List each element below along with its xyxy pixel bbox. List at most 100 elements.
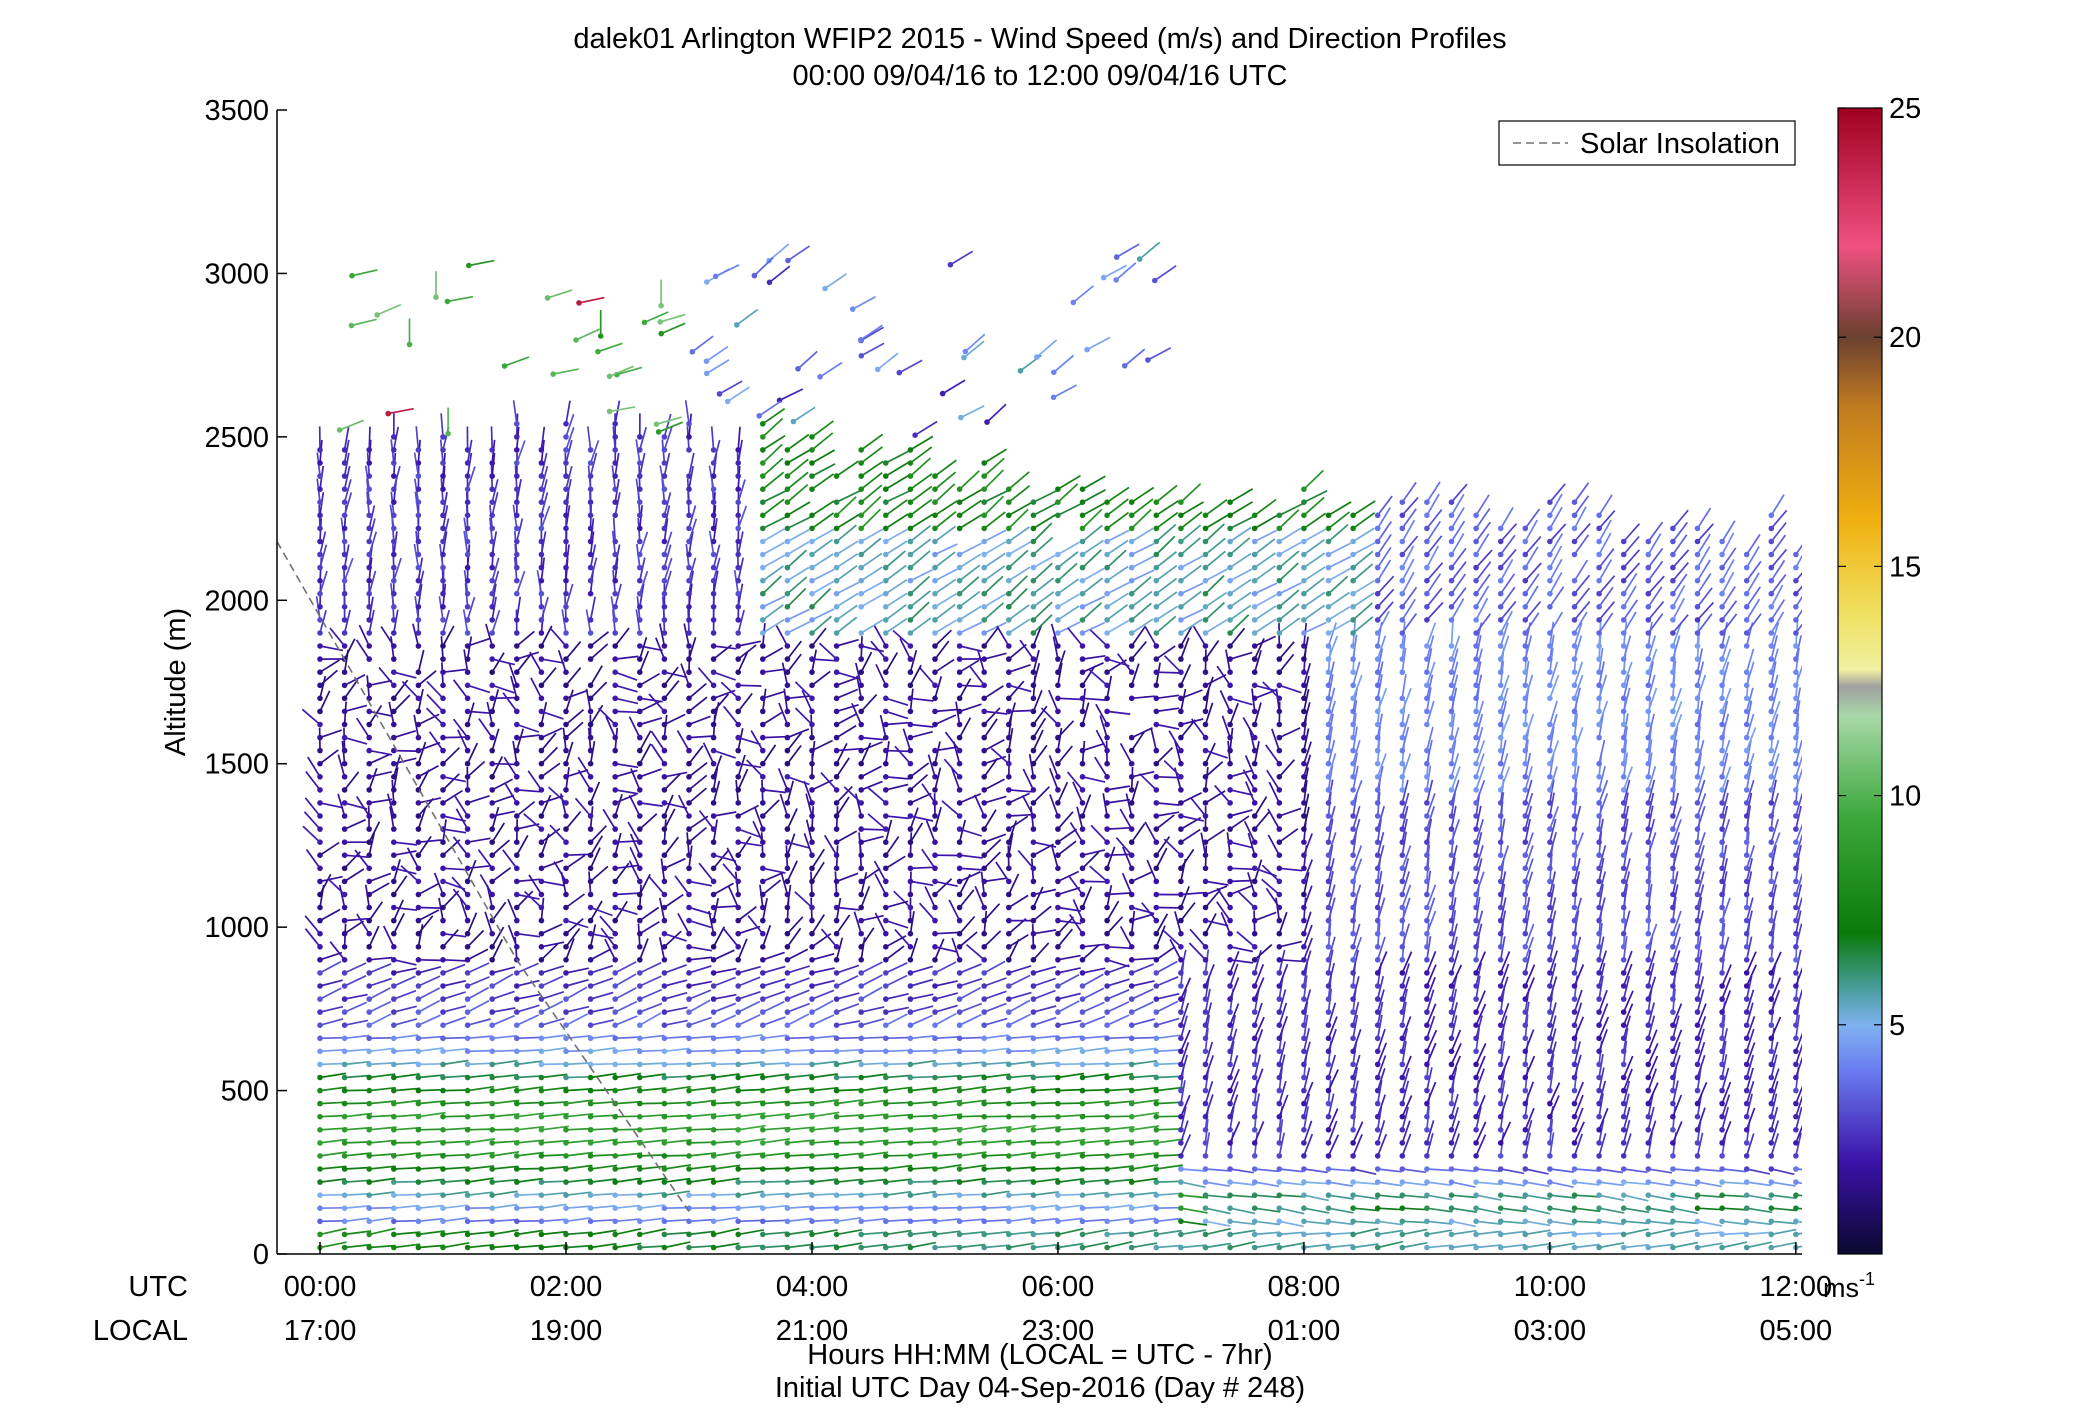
wind-barb-dot bbox=[563, 590, 569, 597]
wind-barb-staff bbox=[1057, 551, 1079, 569]
wind-barb-dot bbox=[1104, 970, 1110, 976]
wind-barb-staff bbox=[516, 878, 540, 883]
wind-barb-dot bbox=[366, 460, 373, 466]
wind-barb-staff bbox=[1253, 741, 1260, 764]
wind-barb-dot bbox=[1055, 1061, 1061, 1068]
wind-barb-dot bbox=[1251, 590, 1258, 597]
wind-barb-staff bbox=[355, 796, 370, 817]
wind-barb-dot bbox=[1030, 917, 1037, 924]
wind-barb-dot bbox=[317, 617, 323, 623]
wind-barb-staff bbox=[1174, 911, 1182, 934]
wind-barb-staff bbox=[1131, 1001, 1154, 1013]
wind-barb-staff bbox=[983, 448, 1008, 464]
wind-barb-staff bbox=[762, 490, 787, 503]
wind-barb-staff bbox=[1180, 977, 1192, 1000]
wind-barb-dot bbox=[464, 878, 471, 885]
wind-barb-dot bbox=[563, 957, 569, 963]
wind-barb-staff bbox=[369, 1165, 396, 1170]
wind-barb-dot bbox=[1153, 617, 1160, 623]
wind-barb-staff bbox=[1229, 501, 1254, 517]
wind-barb-dot bbox=[1227, 1022, 1233, 1028]
wind-barb-dot bbox=[415, 1087, 422, 1094]
wind-barb-dot bbox=[1178, 1074, 1184, 1081]
wind-barb-dot bbox=[686, 1166, 692, 1172]
wind-barb-dot bbox=[809, 813, 815, 819]
wind-barb-dot bbox=[1276, 1140, 1283, 1146]
wind-barb-dot bbox=[1153, 708, 1160, 715]
wind-barb-dot bbox=[440, 1218, 446, 1225]
wind-barb-dot bbox=[809, 486, 815, 493]
wind-barb-dot bbox=[907, 983, 914, 989]
wind-barb-dot bbox=[760, 656, 766, 662]
wind-barb-staff bbox=[1072, 781, 1084, 804]
wind-barb-staff bbox=[565, 1191, 592, 1197]
wind-barb-dot bbox=[637, 1205, 643, 1211]
wind-barb-staff bbox=[1303, 512, 1327, 530]
wind-barb-dot bbox=[587, 734, 594, 741]
wind-barb-staff bbox=[873, 860, 887, 882]
wind-barb-dot bbox=[858, 1244, 864, 1251]
wind-barb-staff bbox=[528, 874, 543, 895]
wind-barb-dot bbox=[1030, 538, 1037, 545]
wind-barb-staff bbox=[885, 550, 906, 569]
wind-barb-staff bbox=[787, 1112, 815, 1118]
wind-barb-dot bbox=[440, 604, 446, 610]
wind-barb-dot bbox=[956, 486, 963, 493]
wind-barb-staff bbox=[836, 1059, 863, 1066]
wind-barb-dot bbox=[710, 695, 717, 702]
wind-barb-dot bbox=[1251, 1100, 1258, 1107]
wind-barb-staff bbox=[738, 1167, 765, 1170]
wind-barb-dot bbox=[341, 604, 348, 610]
wind-barb-dot bbox=[1128, 1087, 1135, 1094]
wind-barb-dot bbox=[612, 774, 618, 780]
wind-barb-dot bbox=[587, 630, 594, 636]
wind-barb-dot bbox=[612, 551, 618, 558]
wind-barb-dot bbox=[1104, 499, 1110, 506]
wind-barb-staff bbox=[1008, 485, 1031, 503]
wind-barb-staff bbox=[1131, 590, 1153, 608]
wind-barb-staff bbox=[974, 885, 985, 908]
wind-barb-staff bbox=[1278, 727, 1301, 739]
wind-barb-dot bbox=[612, 839, 618, 845]
wind-barb-dot bbox=[661, 1035, 668, 1042]
wind-barb-dot bbox=[981, 643, 987, 649]
wind-barb-dot bbox=[1178, 1087, 1184, 1094]
wind-barb-dot bbox=[317, 1179, 323, 1185]
wind-barb-staff bbox=[1082, 1206, 1108, 1210]
wind-barb-dot bbox=[1276, 1179, 1283, 1185]
wind-barb-staff bbox=[1125, 793, 1133, 817]
wind-barb-dot bbox=[637, 983, 643, 989]
wind-barb-dot bbox=[317, 734, 323, 741]
wind-barb-staff bbox=[885, 945, 905, 961]
wind-barb-dot bbox=[489, 944, 496, 950]
wind-barb-staff bbox=[934, 1062, 961, 1066]
wind-barb-dot bbox=[1227, 865, 1233, 872]
wind-barb-staff bbox=[861, 1217, 886, 1223]
wind-barb-dot bbox=[1202, 1166, 1209, 1172]
wind-barb-dot bbox=[1128, 1166, 1135, 1172]
wind-barb-dot bbox=[612, 1048, 618, 1055]
wind-barb-staff bbox=[1008, 1192, 1034, 1197]
wind-barb-staff bbox=[984, 1244, 1010, 1249]
wind-barb-staff bbox=[614, 793, 637, 804]
wind-barb-staff bbox=[650, 730, 666, 752]
wind-barb-staff bbox=[1278, 828, 1299, 843]
wind-barb-dot bbox=[341, 891, 348, 898]
wind-barb-dot bbox=[1178, 1166, 1184, 1172]
wind-barb-staff bbox=[1008, 991, 1032, 1000]
wind-barb-staff bbox=[1099, 715, 1108, 738]
wind-barb-staff bbox=[713, 1002, 737, 1013]
wind-barb-staff bbox=[688, 745, 704, 765]
wind-barb-staff bbox=[787, 1139, 815, 1144]
wind-barb-staff bbox=[418, 965, 442, 974]
wind-barb-staff bbox=[1155, 615, 1177, 634]
wind-barb-staff bbox=[1180, 582, 1204, 595]
wind-barb-dot bbox=[587, 447, 594, 453]
wind-barb-staff bbox=[590, 1178, 617, 1183]
wind-barb-dot bbox=[760, 434, 766, 440]
wind-barb-dot bbox=[1128, 930, 1135, 937]
wind-barb-staff bbox=[327, 877, 346, 896]
wind-barb-dot bbox=[1202, 747, 1209, 754]
wind-barb-staff bbox=[688, 762, 708, 778]
wind-barb-dot bbox=[538, 1087, 545, 1094]
